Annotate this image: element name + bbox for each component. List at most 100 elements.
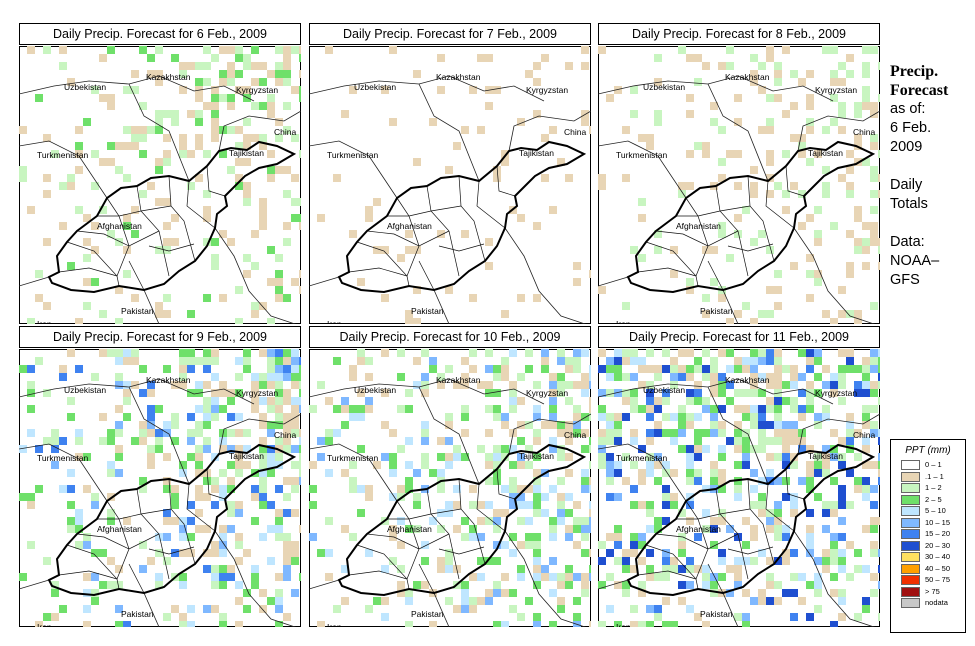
precip-cell bbox=[445, 549, 453, 557]
precip-cell bbox=[123, 126, 131, 134]
precip-cell bbox=[573, 525, 581, 533]
precip-cell bbox=[766, 581, 774, 589]
precip-cell bbox=[638, 501, 646, 509]
precip-cell bbox=[235, 182, 243, 190]
precip-cell bbox=[766, 94, 774, 102]
precip-cell bbox=[83, 278, 91, 286]
precip-cell bbox=[283, 429, 291, 437]
precip-cell bbox=[163, 557, 171, 565]
label-china: China bbox=[274, 430, 296, 440]
precip-cell bbox=[99, 158, 107, 166]
precip-cell bbox=[525, 597, 533, 605]
precip-cell bbox=[702, 485, 710, 493]
precip-cell bbox=[259, 142, 267, 150]
precip-cell bbox=[251, 485, 259, 493]
country-border bbox=[128, 83, 190, 182]
precip-cell bbox=[509, 549, 517, 557]
precip-cell bbox=[638, 477, 646, 485]
precip-cell bbox=[123, 270, 131, 278]
precip-grid bbox=[19, 46, 301, 324]
precip-cell bbox=[299, 270, 301, 278]
precip-cell bbox=[662, 549, 670, 557]
legend-label: 0 – 1 bbox=[925, 460, 942, 469]
precip-cell bbox=[107, 509, 115, 517]
legend-item: .1 – 1 bbox=[891, 471, 965, 483]
precip-cell bbox=[493, 517, 501, 525]
precip-cell bbox=[243, 86, 251, 94]
country-border bbox=[598, 75, 834, 102]
precip-cell bbox=[718, 549, 726, 557]
precip-cell bbox=[299, 150, 301, 158]
precip-cell bbox=[654, 118, 662, 126]
country-border bbox=[19, 443, 108, 502]
precip-cell bbox=[670, 357, 678, 365]
precip-cell bbox=[267, 318, 275, 324]
precip-cell bbox=[389, 118, 397, 126]
legend-item: 20 – 30 bbox=[891, 540, 965, 552]
precip-cell bbox=[734, 429, 742, 437]
precip-cell bbox=[115, 318, 123, 324]
precip-cell bbox=[349, 373, 357, 381]
precip-cell bbox=[259, 397, 267, 405]
panel-title: Daily Precip. Forecast for 9 Feb., 2009 bbox=[19, 326, 301, 348]
province-border bbox=[426, 488, 460, 580]
precip-cell bbox=[790, 405, 798, 413]
precip-cell bbox=[830, 222, 838, 230]
province-border bbox=[396, 197, 420, 277]
precip-cell bbox=[283, 62, 291, 70]
precip-cell bbox=[413, 158, 421, 166]
country-border bbox=[309, 443, 398, 502]
precip-cell bbox=[501, 445, 509, 453]
precip-cell bbox=[822, 453, 830, 461]
precip-cell bbox=[870, 365, 878, 373]
precip-cell bbox=[846, 365, 854, 373]
precip-cell bbox=[275, 621, 283, 627]
precip-cell bbox=[814, 421, 822, 429]
precip-cell bbox=[838, 437, 846, 445]
precip-cell bbox=[870, 174, 878, 182]
precip-cell bbox=[557, 158, 565, 166]
precip-cell bbox=[678, 46, 686, 54]
precip-cell bbox=[357, 445, 365, 453]
precip-cell bbox=[814, 150, 822, 158]
precip-cell bbox=[718, 509, 726, 517]
precip-cell bbox=[878, 94, 880, 102]
precip-cell bbox=[862, 421, 870, 429]
precip-cell bbox=[710, 429, 718, 437]
precip-cell bbox=[203, 102, 211, 110]
precip-cell bbox=[846, 349, 854, 357]
precip-cell bbox=[694, 381, 702, 389]
precip-cell bbox=[493, 477, 501, 485]
precip-cell bbox=[589, 485, 591, 493]
precip-cell bbox=[123, 381, 131, 389]
precip-cell bbox=[565, 573, 573, 581]
precip-cell bbox=[147, 182, 155, 190]
precip-cell bbox=[501, 573, 509, 581]
precip-cell bbox=[325, 573, 333, 581]
precip-cell bbox=[365, 206, 373, 214]
precip-cell bbox=[259, 477, 267, 485]
precip-cell bbox=[219, 445, 227, 453]
precip-cell bbox=[275, 421, 283, 429]
precip-cell bbox=[83, 453, 91, 461]
precip-cell bbox=[309, 501, 317, 509]
precip-cell bbox=[878, 373, 880, 381]
label-pakistan: Pakistan bbox=[700, 609, 733, 619]
precip-cell bbox=[397, 445, 405, 453]
precip-cell bbox=[43, 190, 51, 198]
precip-cell bbox=[838, 565, 846, 573]
precip-cell bbox=[806, 294, 814, 302]
precip-cell bbox=[27, 318, 35, 324]
precip-cell bbox=[589, 525, 591, 533]
precip-cell bbox=[131, 294, 139, 302]
precip-cell bbox=[397, 349, 405, 357]
precip-cell bbox=[203, 46, 211, 54]
precip-cell bbox=[211, 565, 219, 573]
precip-cell bbox=[630, 405, 638, 413]
province-border bbox=[97, 205, 172, 217]
precip-cell bbox=[870, 389, 878, 397]
map-svg: UzbekistanKazakhstanKyrgyzstanChinaTurkm… bbox=[19, 46, 301, 324]
precip-cell bbox=[662, 501, 670, 509]
precip-cell bbox=[838, 78, 846, 86]
